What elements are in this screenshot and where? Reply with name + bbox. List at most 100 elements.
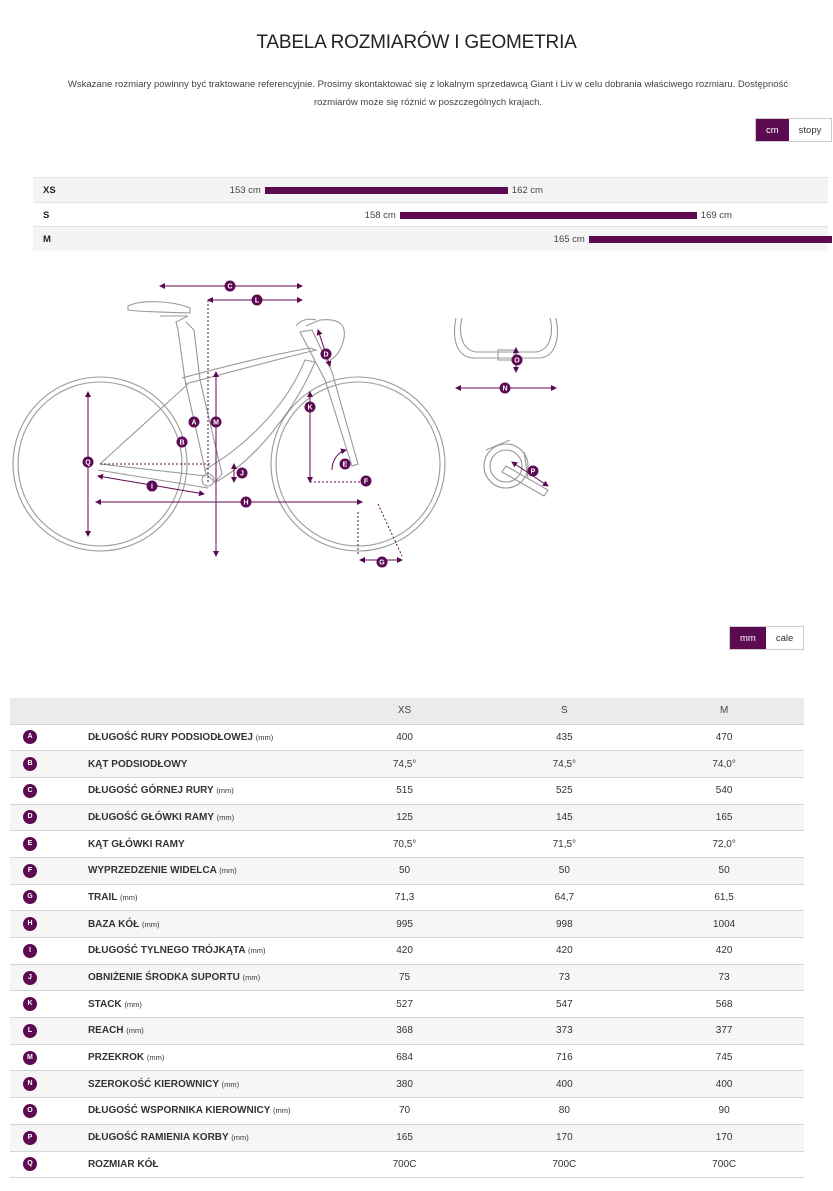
diagram-badge-label: Q (85, 460, 91, 467)
row-unit: (mm) (216, 812, 235, 822)
letter-badge: P (22, 1130, 37, 1145)
row-name-cell: STACK (mm) (49, 990, 325, 1018)
letter-badge: Q (22, 1157, 37, 1172)
row-name: REACH (87, 1025, 124, 1037)
size-min-height: 153 cm (229, 185, 261, 196)
row-name-cell: WYPRZEDZENIE WIDELCA (mm) (49, 856, 325, 885)
value-s: 400 (484, 1070, 645, 1098)
row-name-cell: REACH (mm) (49, 1017, 325, 1045)
row-unit: (mm) (272, 1106, 291, 1116)
row-letter-cell: F (10, 856, 50, 885)
value-xs: 368 (324, 1017, 485, 1045)
value-m: 420 (644, 937, 804, 965)
diagram-badge-c (224, 280, 236, 292)
table-row: J OBNIŻENIE ŚRODKA SUPORTU (mm) 75 73 73 (10, 963, 804, 991)
value-m: 568 (644, 990, 804, 1018)
value-xs: 125 (324, 803, 485, 831)
diagram-badge-label: C (227, 284, 232, 291)
row-letter-cell: Q (10, 1150, 50, 1179)
unit-option-cm[interactable]: cm (756, 119, 789, 141)
letter-badge: M (22, 1050, 37, 1065)
row-name: WYPRZEDZENIE WIDELCA (87, 865, 217, 877)
row-name-cell: DŁUGOŚĆ RURY PODSIODŁOWEJ (mm) (49, 723, 325, 751)
row-name: STACK (87, 998, 122, 1010)
measure-toggle[interactable]: mm cale (729, 626, 805, 650)
table-row: A DŁUGOŚĆ RURY PODSIODŁOWEJ (mm) 400 435 470 (10, 723, 804, 751)
value-m: 700C (644, 1150, 804, 1179)
row-name: DŁUGOŚĆ GÓRNEJ RURY (87, 785, 214, 797)
value-xs: 420 (324, 937, 485, 965)
letter-badge: E (22, 837, 37, 852)
value-m: 400 (644, 1070, 804, 1098)
row-name: DŁUGOŚĆ WSPORNIKA KIEROWNICY (87, 1105, 271, 1117)
letter-badge: G (22, 890, 37, 905)
measure-option-mm[interactable]: mm (730, 627, 766, 649)
value-s: 50 (484, 856, 645, 885)
letter-badge: D (22, 810, 37, 825)
value-s: 716 (484, 1043, 645, 1071)
letter-badge: I (22, 943, 37, 958)
diagram-badge-i (146, 480, 158, 492)
row-name: SZEROKOŚĆ KIEROWNICY (87, 1078, 219, 1090)
diagram-badge-q (82, 456, 94, 468)
value-s: 420 (484, 937, 645, 965)
row-name: PRZEKROK (87, 1052, 145, 1064)
row-letter-cell: H (10, 910, 50, 938)
row-name-cell: BAZA KÓŁ (mm) (49, 910, 325, 938)
letter-badge: J (22, 970, 37, 985)
table-row: O DŁUGOŚĆ WSPORNIKA KIEROWNICY (mm) 70 80 90 (10, 1097, 804, 1125)
diagram-badge-label: A (191, 420, 196, 427)
row-unit: (mm) (255, 732, 274, 742)
letter-badge: H (22, 917, 37, 932)
table-row: G TRAIL (mm) 71,3 64,7 61,5 (10, 883, 804, 911)
value-s: 74,5° (484, 750, 645, 778)
value-m: 470 (644, 723, 804, 751)
row-name: ROZMIAR KÓŁ (87, 1158, 159, 1170)
table-row: P DŁUGOŚĆ RAMIENIA KORBY (mm) 165 170 170 (10, 1123, 804, 1151)
row-unit: (mm) (242, 973, 261, 983)
row-letter-cell: M (10, 1043, 50, 1071)
diagram-badge-h (240, 496, 252, 508)
value-m: 170 (644, 1123, 804, 1151)
diagram-badge-label: B (179, 440, 184, 447)
measure-option-cale[interactable]: cale (765, 627, 804, 649)
row-unit: (mm) (221, 1079, 240, 1089)
header-name (49, 698, 325, 724)
bike-geometry-diagram: A B C D E F G H I J K L M N O P Q (12, 280, 558, 568)
diagram-badge-label: P (531, 469, 536, 476)
intro-line-1: Wskazane rozmiary powinny być traktowane… (67, 79, 789, 90)
header-letter (10, 698, 50, 724)
value-xs: 75 (324, 963, 485, 991)
diagram-badge-n (499, 382, 511, 394)
diagram-badge-p (527, 465, 539, 477)
value-xs: 380 (324, 1070, 485, 1098)
value-xs: 71,3 (324, 883, 485, 911)
row-unit: (mm) (216, 786, 234, 796)
row-unit: (mm) (142, 919, 160, 929)
unit-option-stopy[interactable]: stopy (788, 119, 832, 141)
row-unit: (mm) (231, 1133, 249, 1143)
diagram-badge-e (339, 458, 351, 470)
value-xs: 700C (324, 1150, 485, 1179)
diagram-badge-label: I (151, 484, 153, 491)
value-s: 71,5° (484, 830, 645, 858)
value-m: 90 (644, 1097, 804, 1125)
row-name-cell: PRZEKROK (mm) (49, 1043, 325, 1071)
value-m: 74,0° (644, 750, 804, 778)
letter-badge: L (22, 1023, 37, 1038)
row-name: DŁUGOŚĆ GŁÓWKI RAMY (87, 811, 214, 823)
table-row: H BAZA KÓŁ (mm) 995 998 1004 (10, 910, 804, 938)
letter-badge: N (22, 1077, 37, 1092)
value-s: 80 (484, 1097, 645, 1125)
value-xs: 70 (324, 1097, 485, 1125)
row-letter-cell: E (10, 830, 50, 858)
letter-badge: F (22, 863, 37, 878)
unit-toggle[interactable]: cm stopy (755, 118, 833, 142)
intro-line-2: rozmiarów może się różnić w poszczególny… (313, 97, 543, 108)
table-row: Q ROZMIAR KÓŁ 700C 700C 700C (10, 1150, 804, 1179)
diagram-badge-d (320, 348, 332, 360)
row-unit: (mm) (120, 892, 138, 902)
diagram-badge-o (511, 354, 523, 366)
